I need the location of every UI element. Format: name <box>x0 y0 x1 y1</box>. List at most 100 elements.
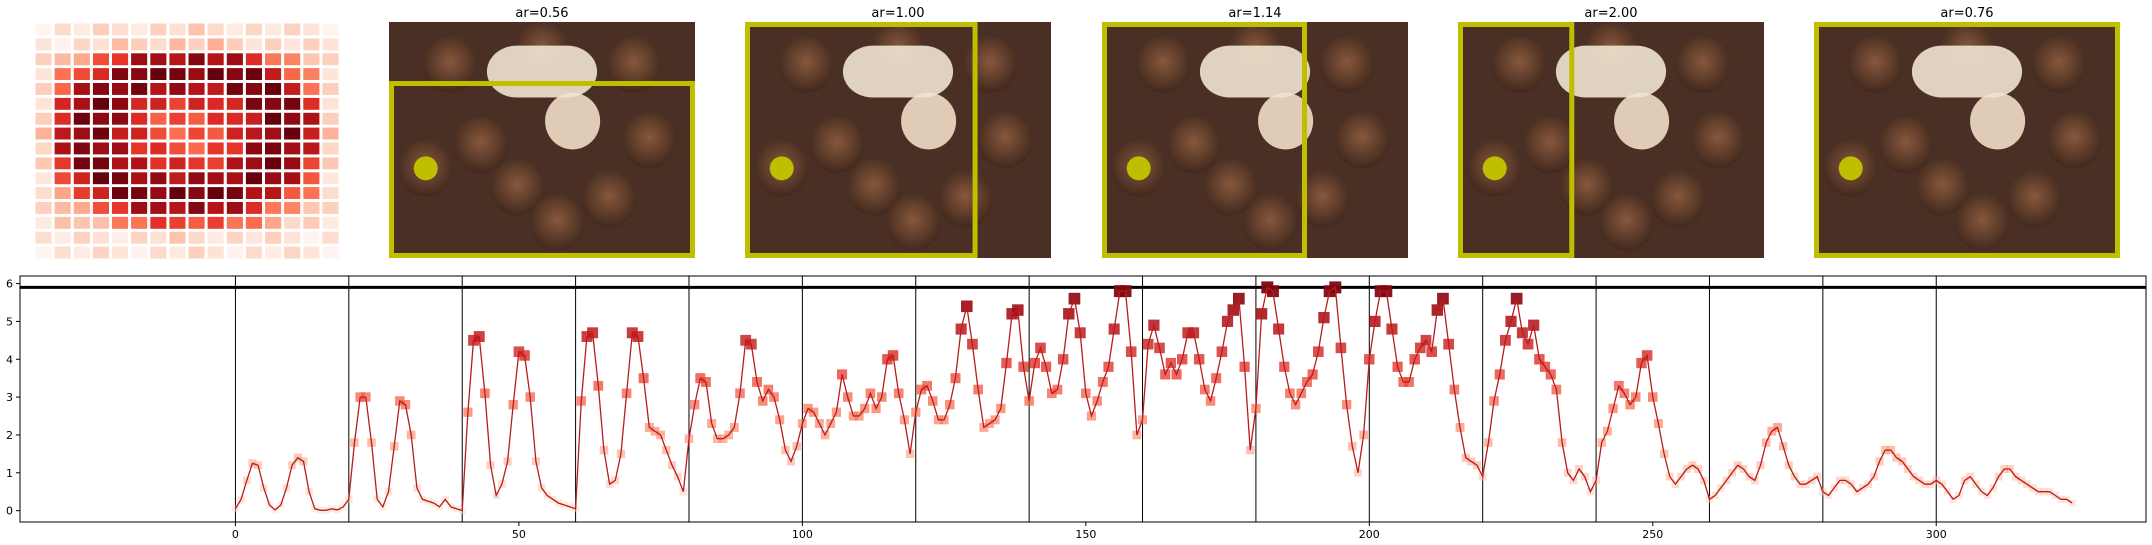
heatmap-cell <box>54 53 71 66</box>
heatmap-cell <box>322 38 339 51</box>
heatmap-cell <box>245 23 262 36</box>
heatmap-cell <box>150 127 167 140</box>
heatmap-cell <box>226 142 243 155</box>
heatmap-cell <box>35 216 52 229</box>
heatmap-cell <box>303 97 320 110</box>
heatmap-cell <box>226 231 243 244</box>
photo-figure <box>1199 45 1311 98</box>
heatmap-cell <box>92 83 109 95</box>
heatmap-cell <box>54 142 71 155</box>
heatmap-cell <box>73 246 90 259</box>
heatmap-cell <box>92 68 109 80</box>
heatmap-cell <box>73 172 90 185</box>
heatmap-cell <box>112 68 129 80</box>
heatmap-cell <box>54 112 71 125</box>
photo-figure <box>2046 111 2102 169</box>
heatmap-cell <box>150 187 167 199</box>
heatmap-cell <box>169 231 186 244</box>
x-tick-label: 100 <box>792 528 813 541</box>
heatmap-cell <box>322 142 339 155</box>
heatmap-cell <box>322 68 339 80</box>
heatmap-cell <box>265 202 282 214</box>
heatmap-cell <box>150 216 167 229</box>
crop-panel-4: ar=2.00 <box>1458 6 1764 258</box>
heatmap-cell <box>92 23 109 36</box>
heatmap-cell <box>131 97 148 110</box>
heatmap-cell <box>284 38 301 51</box>
crop-panel-2: ar=1.00 <box>745 6 1051 258</box>
heatmap-cell <box>303 38 320 51</box>
heatmap-cell <box>131 23 148 36</box>
heatmap-cell <box>245 216 262 229</box>
heatmap-cell <box>169 216 186 229</box>
heatmap-cell <box>245 83 262 95</box>
heatmap-cell <box>207 38 224 51</box>
heatmap-cell <box>226 172 243 185</box>
heatmap-cell <box>322 216 339 229</box>
heatmap-cell <box>92 142 109 155</box>
heatmap-cell <box>54 172 71 185</box>
heatmap-cell <box>35 23 52 36</box>
photo-figure <box>1319 36 1375 93</box>
heatmap-cell <box>226 157 243 170</box>
heatmap-cell <box>54 231 71 244</box>
heatmap-cell <box>35 127 52 140</box>
panel-title: ar=1.00 <box>871 6 924 21</box>
heatmap-cell <box>35 38 52 51</box>
heatmap-cell <box>284 172 301 185</box>
heatmap-cell <box>131 216 148 229</box>
heatmap-cell <box>226 187 243 199</box>
photo-figure <box>486 45 598 98</box>
heatmap-cell <box>92 246 109 259</box>
heatmap-cell <box>169 83 186 95</box>
y-tick-label: 2 <box>6 429 13 442</box>
heatmap-cell <box>284 246 301 259</box>
heatmap-cell <box>226 202 243 214</box>
heatmap-cell <box>169 127 186 140</box>
photo-figure <box>1294 170 1350 228</box>
plot-frame <box>19 275 2147 523</box>
heatmap-cell <box>150 97 167 110</box>
heatmap-cell <box>112 202 129 214</box>
y-tick-label: 3 <box>6 391 13 404</box>
photo-figure <box>842 45 954 98</box>
heatmap-cell <box>54 187 71 199</box>
heatmap-cell <box>303 83 320 95</box>
focus-point-marker <box>413 156 438 181</box>
heatmap-cell <box>112 127 129 140</box>
crop-box <box>1814 22 2120 258</box>
heatmap-cell <box>207 231 224 244</box>
heatmap-cell <box>265 23 282 36</box>
heatmap-cell <box>322 172 339 185</box>
heatmap-cell <box>35 53 52 66</box>
heatmap-cell <box>322 97 339 110</box>
panel-title: ar=1.14 <box>1228 6 1281 21</box>
photo-figure <box>1135 36 1191 93</box>
heatmap-cell <box>35 83 52 95</box>
y-tick-label: 6 <box>6 278 13 291</box>
photo-figure <box>1522 116 1578 174</box>
heatmap-cell <box>73 216 90 229</box>
heatmap-cell <box>35 187 52 199</box>
crop-box <box>1458 22 1575 258</box>
heatmap-cell <box>284 142 301 155</box>
focus-point-marker <box>1838 156 1863 181</box>
heatmap-cell <box>207 97 224 110</box>
photo-figure <box>1954 194 2010 251</box>
heatmap-cell <box>131 38 148 51</box>
heatmap-cell <box>112 246 129 259</box>
photo-figure <box>489 158 546 216</box>
heatmap-cell <box>265 231 282 244</box>
y-tick-label: 0 <box>6 505 13 518</box>
heatmap-cell <box>92 38 109 51</box>
heatmap-cell <box>169 187 186 199</box>
heatmap-cell <box>322 157 339 170</box>
heatmap-cell <box>284 97 301 110</box>
heatmap-cell <box>188 127 205 140</box>
heatmap-cell <box>322 112 339 125</box>
score-line-chart: 0 50 100 150 200 250 300 0 1 2 3 4 5 6 <box>6 275 2147 541</box>
heatmap-cell <box>150 202 167 214</box>
heatmap-cell <box>265 68 282 80</box>
photo-figure <box>1258 92 1314 150</box>
heatmap-cell <box>303 157 320 170</box>
